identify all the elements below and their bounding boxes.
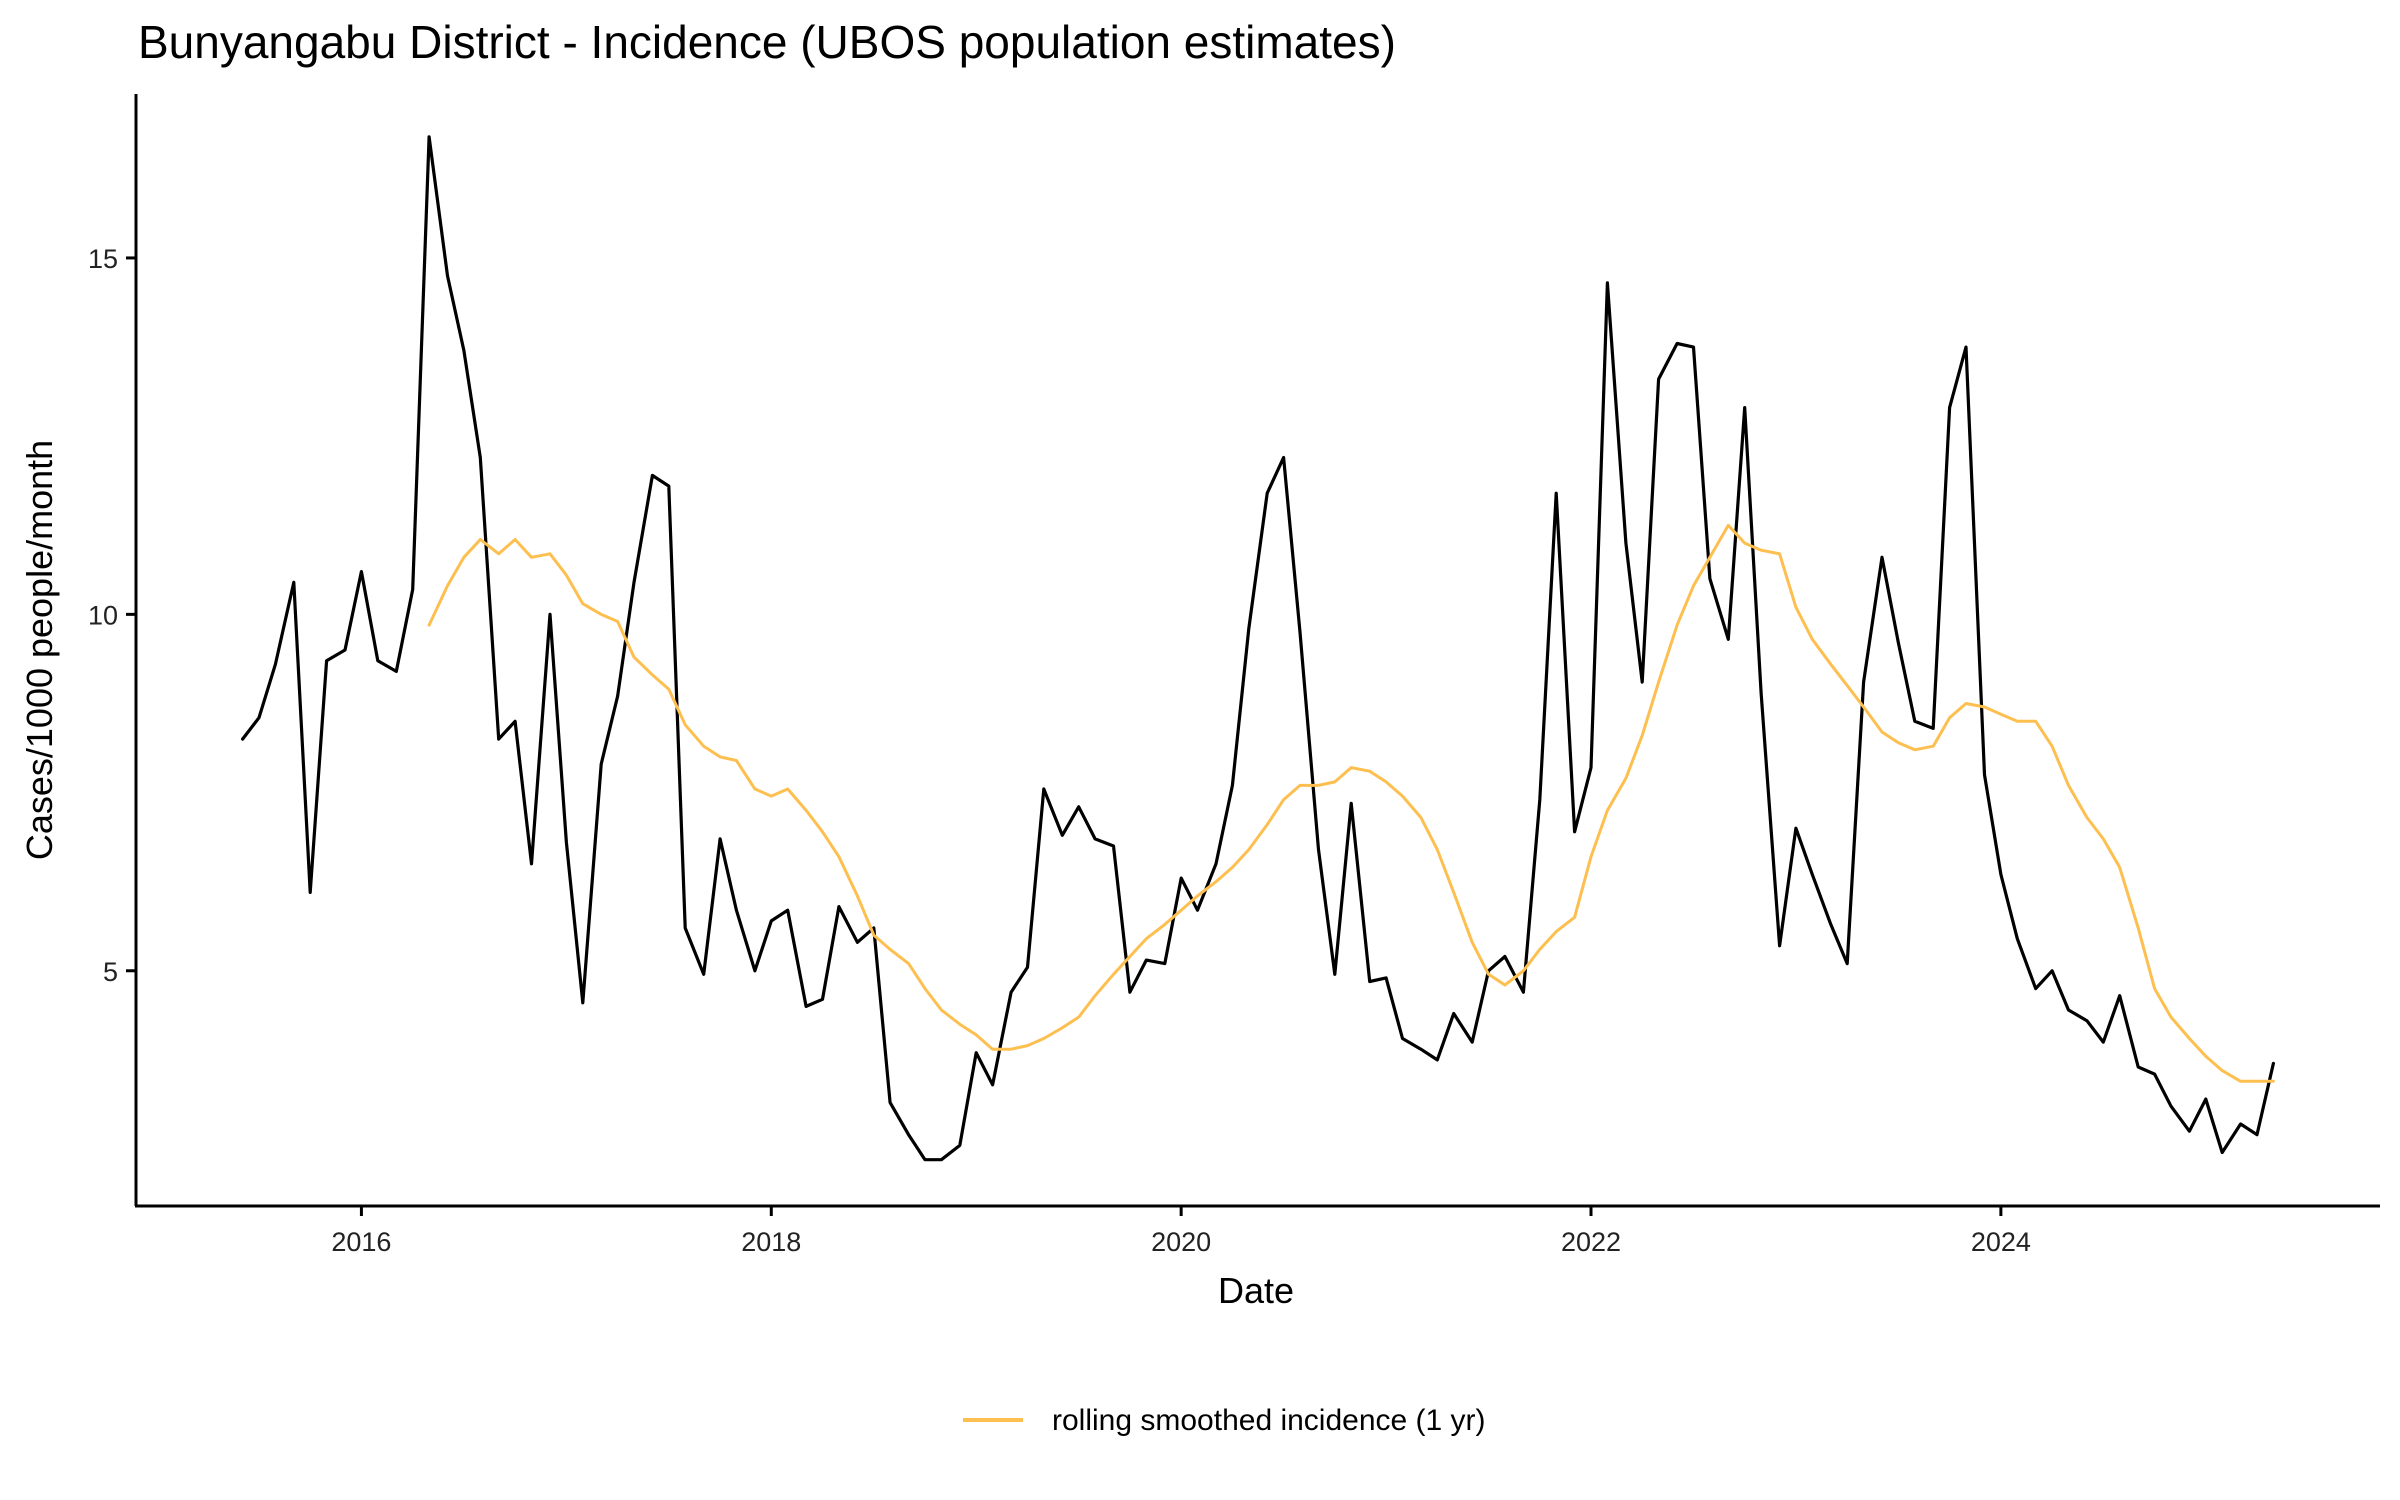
x-tick-label: 2020 — [1151, 1227, 1211, 1257]
series-line-incidence — [241, 135, 2275, 1162]
x-tick-label: 2018 — [741, 1227, 801, 1257]
y-axis-label: Cases/1000 people/month — [19, 440, 60, 860]
x-tick-label: 2022 — [1561, 1227, 1621, 1257]
chart-title: Bunyangabu District - Incidence (UBOS po… — [138, 16, 1396, 68]
legend-label-smoothed: rolling smoothed incidence (1 yr) — [1052, 1404, 1486, 1437]
y-tick-label: 15 — [88, 244, 118, 274]
y-tick-label: 10 — [88, 600, 118, 630]
x-axis-label: Date — [1218, 1270, 1294, 1311]
series-line-smoothed — [427, 523, 2275, 1083]
x-tick-label: 2024 — [1971, 1227, 2031, 1257]
series-layer — [241, 135, 2275, 1162]
x-axis-ticks: 2016 2018 2020 2022 2024 — [331, 1206, 2031, 1257]
y-axis-ticks: 5 10 15 — [88, 244, 136, 987]
y-tick-label: 5 — [103, 957, 118, 987]
legend: rolling smoothed incidence (1 yr) — [963, 1404, 1486, 1437]
x-tick-label: 2016 — [331, 1227, 391, 1257]
